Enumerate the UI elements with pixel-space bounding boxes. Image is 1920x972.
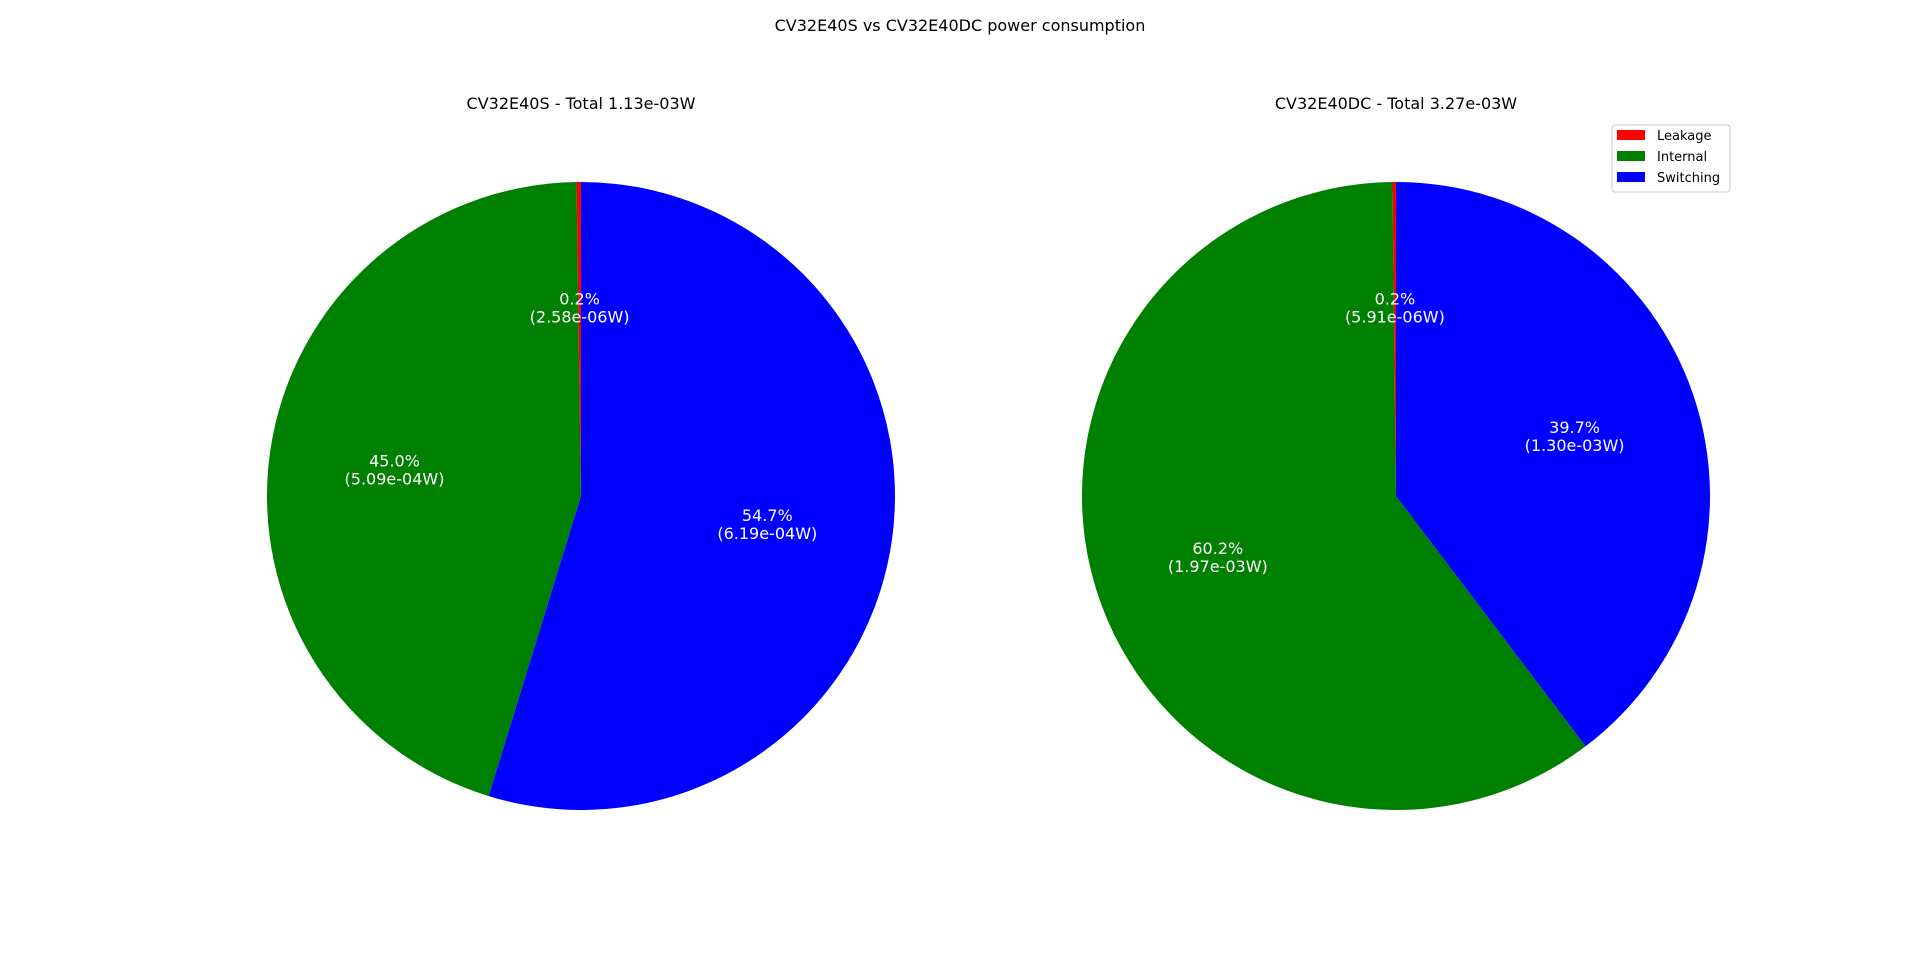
legend-swatch-leakage xyxy=(1617,130,1645,140)
pie-slice-leakage xyxy=(1392,181,1396,496)
pie-title-cv32e40s: CV32E40S - Total 1.13e-03W xyxy=(467,94,696,113)
legend-label-leakage: Leakage xyxy=(1657,129,1712,144)
legend-entry-switching: Switching xyxy=(1617,171,1720,186)
pie-slice-switching xyxy=(488,182,895,810)
legend-entry-leakage: Leakage xyxy=(1617,129,1712,144)
pie-title-cv32e40dc: CV32E40DC - Total 3.27e-03W xyxy=(1275,94,1517,113)
legend-label-switching: Switching xyxy=(1657,171,1720,186)
figure-title: CV32E40S vs CV32E40DC power consumption xyxy=(775,16,1146,35)
slice-label-switching: 39.7% (1.30e-03W) xyxy=(1525,418,1625,455)
legend-swatch-internal xyxy=(1617,151,1645,161)
pie-labels-cv32e40s: 0.2% (2.58e-06W) 45.0% (5.09e-04W) 54.7% (6.1… xyxy=(345,290,818,543)
legend-swatch-switching xyxy=(1617,172,1645,182)
slice-label-switching: 54.7% (6.19e-04W) xyxy=(717,506,817,543)
pie-labels-cv32e40dc: 0.2% (5.91e-06W) 60.2% (1.97e-03W) 39.7% (1.3… xyxy=(1168,290,1625,576)
pie-slice-internal xyxy=(1081,182,1586,810)
legend-entry-internal: Internal xyxy=(1617,150,1707,165)
slice-label-leakage: 0.2% (2.58e-06W) xyxy=(530,290,630,327)
slice-label-internal: 45.0% (5.09e-04W) xyxy=(345,451,445,488)
pie-slice-switching xyxy=(1396,182,1710,747)
pie-slices-cv32e40dc xyxy=(1081,181,1710,810)
pie-slices-cv32e40s xyxy=(266,181,895,810)
pie-chart-cv32e40s: CV32E40S - Total 1.13e-03W 0.2% (2.58e-06… xyxy=(266,94,895,810)
slice-label-leakage: 0.2% (5.91e-06W) xyxy=(1345,290,1445,327)
slice-label-internal: 60.2% (1.97e-03W) xyxy=(1168,539,1268,576)
pie-chart-cv32e40dc: CV32E40DC - Total 3.27e-03W 0.2% (5.91e-0… xyxy=(1081,94,1710,810)
pie-slice-internal xyxy=(266,182,581,797)
legend-label-internal: Internal xyxy=(1657,150,1707,165)
pie-slice-leakage xyxy=(576,181,581,496)
legend: Leakage Internal Switching xyxy=(1611,124,1731,193)
